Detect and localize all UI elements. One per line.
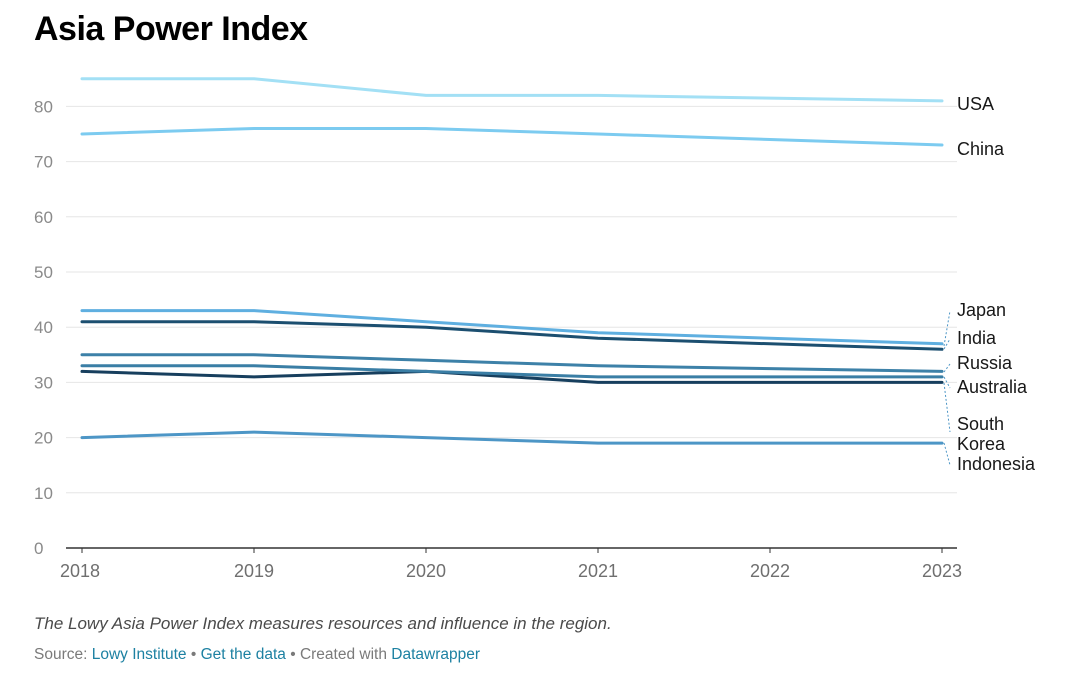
series-label-south-korea: Korea: [957, 434, 1006, 454]
series-line-south-korea: [80, 369, 944, 384]
series-line-usa: [80, 77, 944, 103]
y-tick-label: 60: [34, 208, 53, 227]
footer-separator: •: [290, 646, 296, 663]
datawrapper-link[interactable]: Datawrapper: [391, 646, 481, 663]
y-tick-label: 80: [34, 97, 53, 116]
x-tick-label: 2019: [234, 561, 274, 581]
created-with-text: Created with: [299, 646, 387, 663]
x-tick-label: 2021: [578, 561, 618, 581]
label-connector: [943, 338, 951, 350]
series-label-japan: Japan: [957, 300, 1006, 320]
series-label-usa: USA: [957, 94, 994, 114]
x-tick-label: 2018: [60, 561, 100, 581]
series-line-japan: [80, 309, 944, 346]
series-line-russia: [80, 353, 944, 373]
y-tick-label: 50: [34, 263, 53, 282]
y-tick-label: 40: [34, 318, 53, 337]
chart-footer: Source: Lowy Institute • Get the data • …: [34, 646, 480, 664]
chart-title: Asia Power Index: [34, 10, 308, 48]
label-connector: [943, 310, 951, 347]
chart-notes: The Lowy Asia Power Index measures resou…: [34, 614, 612, 633]
footer-separator: •: [190, 646, 197, 663]
series-label-south-korea: South: [957, 414, 1004, 434]
series-line-indonesia: [80, 430, 944, 445]
x-tick-label: 2023: [922, 561, 962, 581]
label-connector: [943, 363, 951, 373]
series-label-russia: Russia: [957, 353, 1013, 373]
label-connector: [943, 382, 951, 433]
get-data-link[interactable]: Get the data: [200, 646, 286, 663]
series-label-australia: Australia: [957, 377, 1028, 397]
y-tick-label: 20: [34, 429, 53, 448]
series-line-australia: [80, 364, 944, 379]
series-line-india: [80, 320, 944, 351]
source-link[interactable]: Lowy Institute: [91, 646, 187, 663]
source-prefix: Source:: [34, 646, 88, 663]
x-tick-label: 2022: [750, 561, 790, 581]
series-label-indonesia: Indonesia: [957, 454, 1036, 474]
y-tick-label: 30: [34, 373, 53, 392]
series-label-china: China: [957, 139, 1005, 159]
series-line-china: [80, 127, 944, 147]
x-tick-label: 2020: [406, 561, 446, 581]
y-tick-label: 0: [34, 539, 43, 558]
y-tick-label: 70: [34, 153, 53, 172]
y-tick-label: 10: [34, 484, 53, 503]
series-label-india: India: [957, 328, 997, 348]
line-chart: 0 10 20 30 40 50 60 70 80 2018 2019 2020 2021 2022 202…: [34, 77, 1036, 581]
label-connector: [943, 442, 951, 466]
